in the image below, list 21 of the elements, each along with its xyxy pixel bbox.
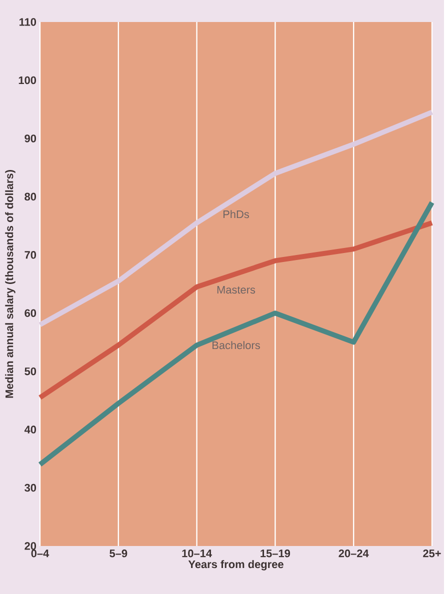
y-tick-label: 100 [19,76,36,84]
y-tick-label: 30 [24,484,36,492]
x-axis-title: Years from degree [188,560,284,570]
series-label: Bachelors [212,341,260,350]
y-tick-label: 40 [24,426,36,434]
series-label: PhDs [224,210,250,218]
x-tick-label: 20–24 [338,550,369,558]
y-tick-label: 50 [24,367,36,376]
x-tick-label: 5–9 [110,550,128,558]
y-tick-label: 110 [20,18,36,26]
x-tick-label: 0–4 [31,550,50,558]
y-axis-title: Median annual salary (thousands of dollars) [5,170,16,398]
y-tick-label: 70 [24,251,36,259]
y-tick-label: 80 [24,192,36,201]
y-tick-label: 60 [24,309,36,317]
series-label: Masters [218,286,256,294]
y-tick-label: 90 [24,134,36,142]
x-tick-label: 25+ [423,550,442,558]
y-tick-label: 20 [24,542,36,550]
x-tick-label: 15–19 [260,550,290,558]
x-tick-label: 10–14 [182,550,212,558]
